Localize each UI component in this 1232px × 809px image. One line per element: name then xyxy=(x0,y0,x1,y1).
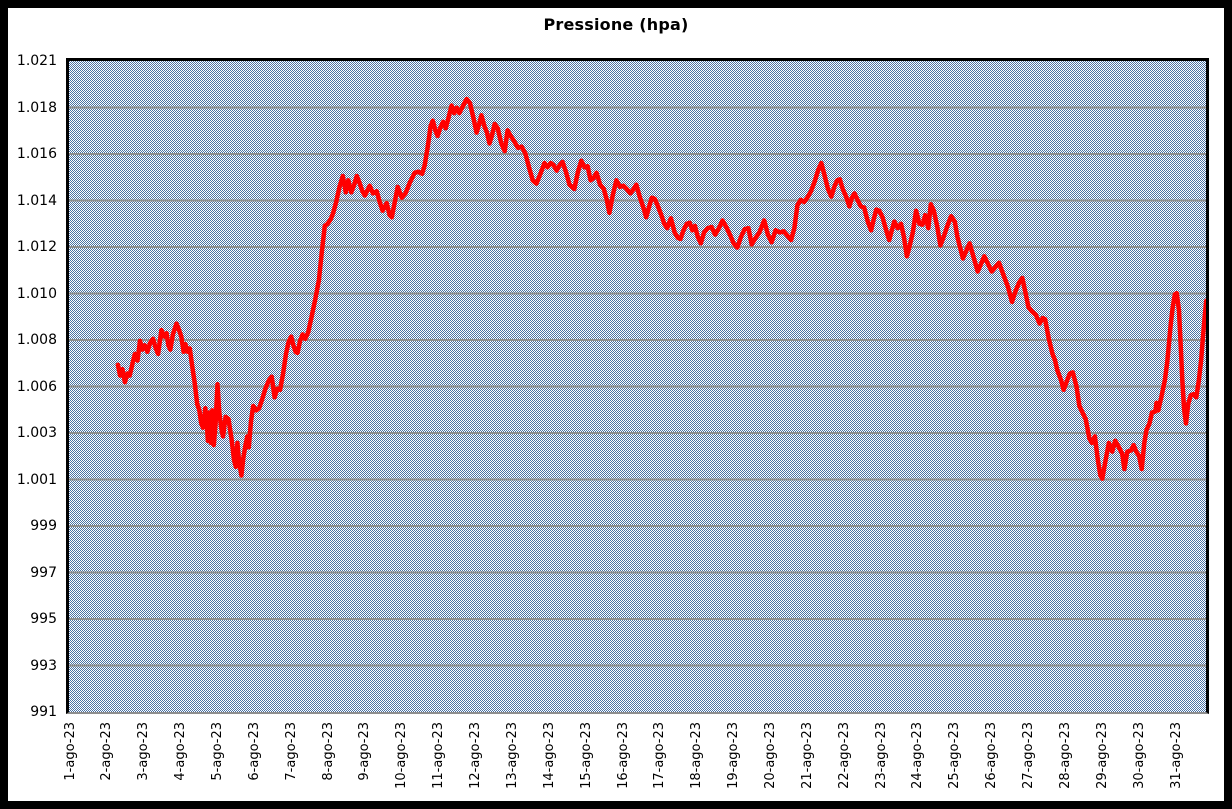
x-tick-label: 25-ago-23 xyxy=(947,722,963,789)
gridlines xyxy=(69,106,1206,667)
x-tick-label: 19-ago-23 xyxy=(726,722,742,789)
series-line-pressione xyxy=(115,96,1206,481)
y-tick-label: 1.008 xyxy=(16,332,57,348)
x-tick-label: 7-ago-23 xyxy=(283,722,299,781)
x-tick-label: 6-ago-23 xyxy=(246,722,262,781)
x-tick-label: 3-ago-23 xyxy=(136,722,152,781)
y-tick-label: 1.012 xyxy=(16,239,57,255)
pressure-line-chart xyxy=(69,61,1206,712)
y-tick-label: 1.016 xyxy=(16,146,57,162)
series-lines xyxy=(115,96,1206,481)
y-tick-label: 1.001 xyxy=(16,471,57,488)
x-tick-label: 14-ago-23 xyxy=(541,722,557,789)
x-tick-label: 20-ago-23 xyxy=(762,722,778,789)
x-tick-label: 4-ago-23 xyxy=(173,722,189,781)
x-tick-label: 26-ago-23 xyxy=(984,722,1000,789)
x-tick-label: 17-ago-23 xyxy=(652,722,668,789)
y-tick-label: 1.003 xyxy=(16,425,57,441)
x-tick-label: 15-ago-23 xyxy=(578,722,594,789)
y-tick-label: 1.018 xyxy=(16,99,57,116)
x-tick-label: 22-ago-23 xyxy=(836,722,852,789)
x-tick-label: 5-ago-23 xyxy=(209,722,225,781)
chart-title: Pressione (hpa) xyxy=(543,15,689,34)
x-tick-label: 2-ago-23 xyxy=(99,722,115,781)
y-tick-label: 995 xyxy=(30,611,57,627)
x-tick-label: 16-ago-23 xyxy=(615,722,631,789)
x-tick-label: 24-ago-23 xyxy=(910,722,926,789)
y-tick-label: 1.006 xyxy=(16,378,57,395)
y-tick-label: 1.010 xyxy=(16,285,57,302)
x-tick-label: 29-ago-23 xyxy=(1094,722,1110,789)
plot-area xyxy=(66,58,1209,714)
x-tick-label: 27-ago-23 xyxy=(1021,722,1037,789)
y-tick-label: 999 xyxy=(30,518,57,534)
x-tick-label: 9-ago-23 xyxy=(357,722,373,781)
x-tick-label: 18-ago-23 xyxy=(689,722,705,789)
x-tick-label: 13-ago-23 xyxy=(504,722,520,789)
x-tick-label: 1-ago-23 xyxy=(62,722,78,781)
y-tick-label: 1.014 xyxy=(16,192,57,209)
x-tick-label: 31-ago-23 xyxy=(1168,722,1184,789)
x-tick-label: 11-ago-23 xyxy=(431,722,447,789)
y-tick-label: 1.021 xyxy=(16,53,57,69)
x-tick-label: 8-ago-23 xyxy=(320,722,336,781)
y-tick-label: 997 xyxy=(30,564,57,581)
y-tick-label: 993 xyxy=(30,657,57,674)
x-tick-label: 23-ago-23 xyxy=(873,722,889,789)
y-tick-label: 991 xyxy=(30,704,57,720)
x-tick-label: 10-ago-23 xyxy=(394,722,410,789)
x-tick-label: 21-ago-23 xyxy=(799,722,815,789)
x-tick-label: 12-ago-23 xyxy=(468,722,484,789)
x-tick-label: 30-ago-23 xyxy=(1131,722,1147,789)
x-tick-label: 28-ago-23 xyxy=(1057,722,1073,789)
